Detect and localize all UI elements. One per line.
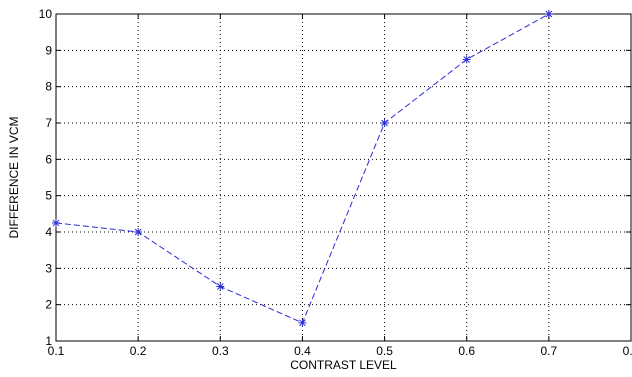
x-tick-label: 0.1 xyxy=(48,344,65,358)
x-tick-label: 0.5 xyxy=(376,344,393,358)
plot-area-frame xyxy=(55,13,632,342)
data-point-star xyxy=(462,55,471,64)
x-tick-label: 0.8 xyxy=(623,344,632,358)
x-tick-label: 0.7 xyxy=(541,344,558,358)
data-point-star xyxy=(380,119,389,127)
y-tick-label: 5 xyxy=(45,189,52,203)
y-tick-label: 6 xyxy=(45,152,52,166)
y-tick-label: 3 xyxy=(45,261,52,275)
axis-ticks: 0.1 0.2 0.3 0.4 0.5 0.6 0.7 0.8 1 2 3 4 5 6 7 8 9 10 xyxy=(39,7,632,358)
y-tick-label: 1 xyxy=(45,334,52,348)
x-tick-label: 0.3 xyxy=(212,344,229,358)
grid xyxy=(56,14,631,341)
data-point-star xyxy=(544,10,553,18)
y-tick-label: 4 xyxy=(45,225,52,239)
data-point-star xyxy=(216,282,225,291)
y-tick-label: 9 xyxy=(45,43,52,57)
data-point-star xyxy=(52,218,60,227)
series-group xyxy=(52,10,553,327)
series-line xyxy=(55,13,550,324)
y-tick-label: 2 xyxy=(45,298,52,312)
x-tick-label: 0.6 xyxy=(458,344,475,358)
y-tick-label: 7 xyxy=(45,116,52,130)
y-tick-label: 8 xyxy=(45,80,52,94)
data-point-star xyxy=(134,228,143,236)
x-axis-title: CONTRAST LEVEL xyxy=(290,358,397,372)
y-tick-label: 10 xyxy=(39,7,53,21)
data-point-star xyxy=(298,318,307,327)
x-tick-label: 0.4 xyxy=(294,344,311,358)
x-tick-label: 0.2 xyxy=(130,344,147,358)
y-axis-title: DIFFERENCE IN VCM xyxy=(7,116,21,238)
